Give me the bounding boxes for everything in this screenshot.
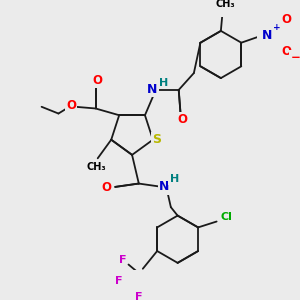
Text: O: O xyxy=(281,46,291,59)
Text: O: O xyxy=(281,14,291,26)
Text: F: F xyxy=(135,292,142,300)
Text: F: F xyxy=(116,276,123,286)
Text: −: − xyxy=(290,51,300,64)
Text: CH₃: CH₃ xyxy=(86,162,106,172)
Text: O: O xyxy=(92,74,102,87)
Text: S: S xyxy=(152,133,161,146)
Text: O: O xyxy=(177,113,187,126)
Text: N: N xyxy=(261,29,272,42)
Text: H: H xyxy=(159,78,168,88)
Text: N: N xyxy=(147,82,158,96)
Text: N: N xyxy=(159,180,169,194)
Text: CH₃: CH₃ xyxy=(215,0,235,9)
Text: H: H xyxy=(169,173,179,184)
Text: O: O xyxy=(102,181,112,194)
Text: Cl: Cl xyxy=(221,212,233,222)
Text: +: + xyxy=(273,23,280,32)
Text: O: O xyxy=(66,99,76,112)
Text: F: F xyxy=(119,255,126,265)
